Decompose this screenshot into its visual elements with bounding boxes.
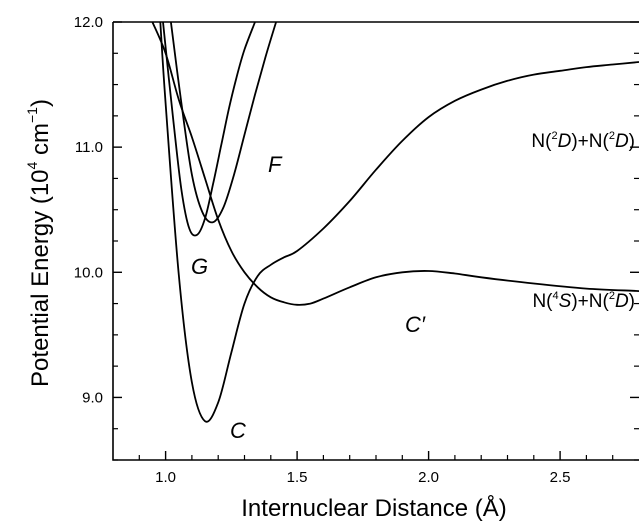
plot-axes <box>112 21 639 461</box>
series-curve-c-prime <box>151 21 639 306</box>
x-axis-title: Internuclear Distance (Å) <box>241 494 506 522</box>
series-curve-f <box>170 21 277 224</box>
axis-frame <box>112 21 639 461</box>
y-axis-title: Potential Energy (104 cm−1) <box>24 99 54 387</box>
y-tick-label: 9.0 <box>82 389 103 406</box>
curve-label-g: G <box>191 254 208 279</box>
asymptote-label-lower: N(4S)+N(2D) <box>532 290 635 312</box>
curve-label-c: C <box>230 418 246 443</box>
series-curve-c <box>159 21 639 423</box>
y-tick-label: 10.0 <box>74 264 103 281</box>
potential-curves <box>151 21 639 423</box>
y-tick-label: 12.0 <box>74 14 103 31</box>
axis-ticks: 1.0 1.5 2.0 2.5 9.0 10.0 11.0 12.0 <box>74 14 639 486</box>
x-tick-label: 2.0 <box>418 469 439 486</box>
curve-label-f: F <box>268 152 283 177</box>
x-tick-label: 2.5 <box>550 469 571 486</box>
x-tick-label: 1.5 <box>287 469 308 486</box>
asymptote-label-upper: N(2D)+N(2D) <box>531 130 635 152</box>
y-tick-label: 11.0 <box>75 139 103 156</box>
curve-label-c-prime: C′ <box>405 312 426 337</box>
x-tick-label: 1.0 <box>155 469 176 486</box>
series-curve-g <box>162 21 256 237</box>
